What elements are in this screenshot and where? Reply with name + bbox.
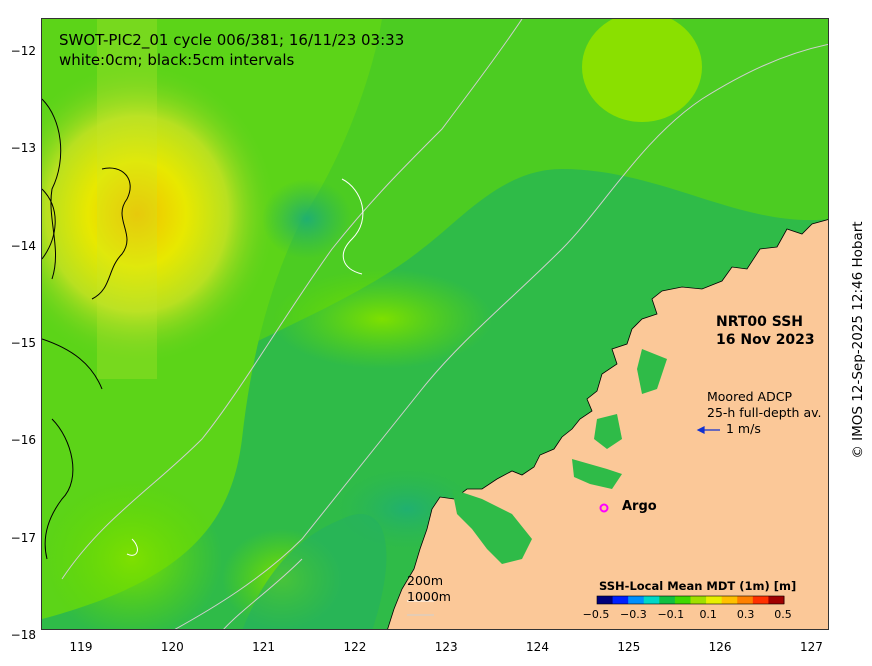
map-title: SWOT-PIC2_01 cycle 006/381; 16/11/23 03:… bbox=[59, 31, 405, 49]
ssh-contours-0cm bbox=[126, 178, 364, 556]
map-panel[interactable] bbox=[41, 18, 829, 630]
colorbar-swatch bbox=[597, 596, 614, 604]
bay-1 bbox=[452, 489, 532, 564]
bathymetry-contours bbox=[61, 19, 828, 629]
bay-2 bbox=[572, 459, 622, 489]
adcp-legend-title: Moored ADCP bbox=[707, 389, 792, 404]
colorbar-tick-label: −0.1 bbox=[657, 608, 685, 621]
bay-3 bbox=[637, 349, 667, 394]
colorbar-tick-label: 0.5 bbox=[774, 608, 792, 621]
bathy-1000m-label: 1000m bbox=[407, 589, 451, 604]
y-tick-label: −18 bbox=[10, 627, 36, 642]
colorbar-swatch bbox=[752, 596, 769, 604]
y-tick-label: −15 bbox=[10, 335, 36, 350]
ssh-patch-sw bbox=[42, 479, 222, 629]
x-tick-label: 119 bbox=[69, 640, 93, 654]
colorbar-swatch bbox=[690, 596, 707, 604]
x-tick-label: 126 bbox=[708, 640, 732, 654]
ssh-high-anomaly bbox=[42, 64, 277, 364]
colorbar-border bbox=[596, 595, 785, 605]
colorbar-tick-label: 0.3 bbox=[736, 608, 755, 621]
colorbar-tick-label: 0.1 bbox=[699, 608, 717, 621]
colorbar-swatch bbox=[721, 596, 738, 604]
colorbar-title: SSH-Local Mean MDT (1m) [m] bbox=[599, 579, 797, 593]
x-tick-label: 125 bbox=[617, 640, 641, 654]
ssh-low-band bbox=[242, 514, 387, 629]
product-date: 16 Nov 2023 bbox=[716, 332, 815, 348]
x-tick-label: 127 bbox=[799, 640, 823, 654]
colorbar bbox=[596, 595, 785, 605]
x-tick-label: 122 bbox=[343, 640, 367, 654]
colorbar-swatch bbox=[768, 596, 785, 604]
ssh-low-anomaly-1 bbox=[262, 179, 352, 259]
colorbar-swatch bbox=[659, 596, 676, 604]
x-tick-label: 124 bbox=[526, 640, 549, 654]
adcp-arrow bbox=[696, 426, 720, 434]
ssh-contours-5cm bbox=[42, 98, 131, 560]
x-tick-label: 120 bbox=[160, 640, 184, 654]
ssh-map bbox=[42, 19, 828, 629]
y-tick-label: −14 bbox=[10, 238, 36, 253]
y-tick-label: −12 bbox=[10, 44, 36, 58]
colorbar-tick-label: −0.5 bbox=[582, 608, 610, 621]
argo-marker-map bbox=[599, 503, 609, 513]
y-tick-label: −13 bbox=[10, 141, 36, 156]
y-tick-label: −17 bbox=[10, 530, 36, 545]
x-tick-label: 123 bbox=[434, 640, 458, 654]
y-tick-label: −16 bbox=[10, 433, 36, 448]
colorbar-swatch bbox=[706, 596, 723, 604]
colorbar-swatch bbox=[674, 596, 691, 604]
colorbar-swatch bbox=[737, 596, 754, 604]
contour-legend: white:0cm; black:5cm intervals bbox=[59, 51, 295, 69]
colorbar-swatch bbox=[612, 596, 629, 604]
colorbar-swatch bbox=[643, 596, 660, 604]
ssh-patch-mid bbox=[272, 269, 492, 369]
bathy-200m-label: 200m bbox=[407, 573, 444, 588]
ssh-patch-ne bbox=[582, 19, 702, 122]
colorbar-tick-label: −0.3 bbox=[620, 608, 647, 621]
adcp-scale-label: 1 m/s bbox=[726, 421, 761, 436]
bay-4 bbox=[594, 414, 622, 449]
adcp-legend-subtitle: 25-h full-depth av. bbox=[707, 405, 822, 420]
colorbar-swatch bbox=[628, 596, 645, 604]
credit-text: © IMOS 12-Sep-2025 12:46 Hobart bbox=[850, 221, 866, 459]
argo-legend-label: Argo bbox=[622, 499, 657, 514]
x-tick-label: 121 bbox=[252, 640, 276, 654]
product-name: NRT00 SSH bbox=[716, 314, 804, 330]
